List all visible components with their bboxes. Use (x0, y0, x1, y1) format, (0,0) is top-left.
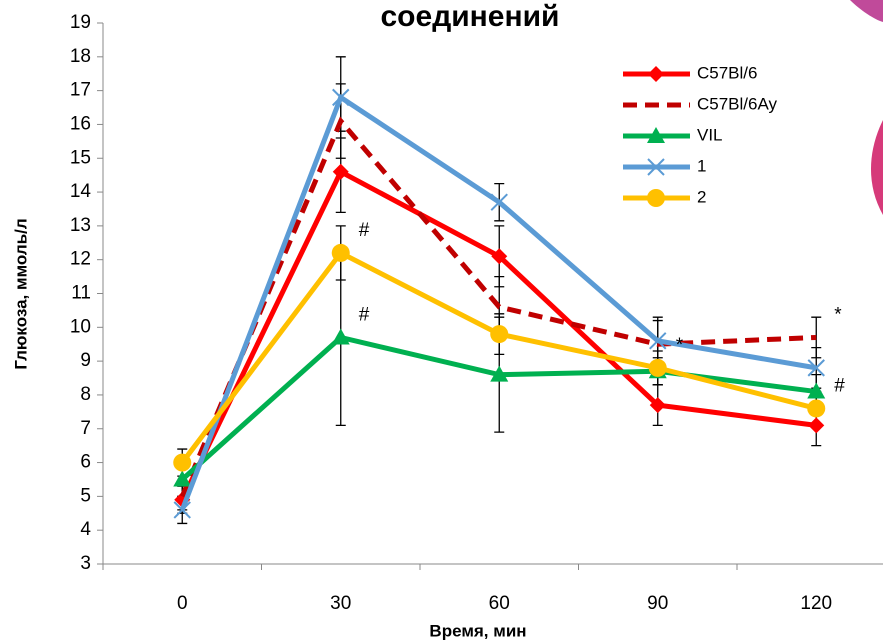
y-tick-label: 14 (70, 181, 92, 202)
marker (173, 453, 192, 472)
y-tick-label: 5 (80, 485, 91, 506)
legend-label: VIL (697, 125, 723, 144)
decoration (850, 0, 883, 22)
marker (490, 365, 509, 382)
legend-marker (647, 189, 665, 207)
y-tick-label: 8 (80, 384, 91, 405)
series-line (179, 116, 817, 498)
legend-marker (647, 158, 665, 176)
marker (807, 382, 826, 399)
marker (490, 325, 509, 344)
y-tick-label: 9 (80, 350, 91, 371)
annotation: # (834, 375, 845, 396)
marker (807, 359, 825, 377)
y-tick-label: 15 (70, 147, 91, 168)
marker (648, 358, 667, 377)
legend-marker (647, 127, 665, 143)
x-tick-label: 0 (177, 593, 188, 614)
marker (173, 501, 191, 519)
marker (331, 328, 350, 345)
y-tick-label: 12 (70, 249, 91, 270)
marker (807, 399, 826, 418)
legend-label: 1 (697, 156, 706, 175)
x-tick-label: 30 (330, 593, 351, 614)
y-tick-label: 13 (70, 215, 91, 236)
x-axis-label: Время, мин (429, 621, 526, 640)
legend-label: C57Bl/6 (697, 63, 757, 82)
marker (332, 88, 350, 107)
marker (173, 470, 192, 487)
annotation: * (834, 304, 842, 325)
y-tick-label: 6 (80, 452, 91, 473)
y-tick-label: 16 (70, 113, 91, 134)
y-tick-label: 7 (80, 418, 91, 439)
annotation: # (359, 304, 370, 325)
marker (649, 332, 667, 350)
y-tick-label: 17 (70, 80, 91, 101)
y-axis-label: Глюкоза, ммоль/л (11, 218, 30, 369)
legend-marker (648, 66, 664, 82)
chart-title: соединений (381, 0, 560, 33)
marker (649, 397, 666, 414)
y-tick-label: 19 (70, 12, 91, 33)
y-tick-label: 3 (80, 553, 91, 574)
annotation: * (676, 335, 684, 356)
marker (331, 243, 350, 262)
annotation: # (359, 220, 370, 241)
legend-label: C57Bl/6Ay (697, 94, 778, 113)
marker (808, 417, 825, 434)
legend-label: 2 (697, 187, 706, 206)
decoration (870, 120, 883, 215)
x-tick-label: 60 (489, 593, 510, 614)
y-tick-label: 18 (70, 46, 91, 67)
marker (332, 163, 349, 180)
x-tick-label: 120 (800, 593, 832, 614)
marker (490, 193, 508, 211)
y-tick-label: 10 (70, 316, 91, 337)
y-tick-label: 4 (80, 519, 91, 540)
marker (491, 248, 508, 265)
y-tick-label: 11 (71, 283, 91, 304)
x-tick-label: 90 (647, 593, 668, 614)
